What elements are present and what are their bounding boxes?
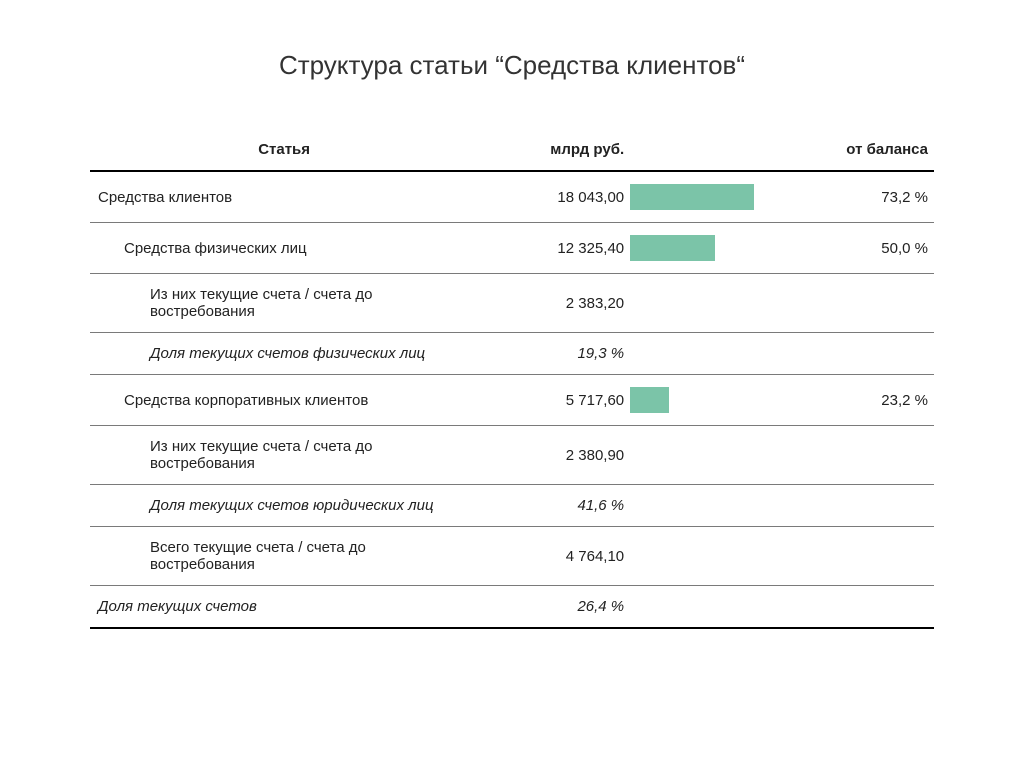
- cell-article: Из них текущие счета / счета до востребо…: [90, 274, 478, 333]
- cell-value: 18 043,00: [478, 171, 630, 223]
- cell-value: 2 383,20: [478, 274, 630, 333]
- cell-percent: 50,0 %: [799, 223, 934, 274]
- cell-article: Из них текущие счета / счета до востребо…: [90, 426, 478, 485]
- article-label: Из них текущие счета / счета до востребо…: [96, 286, 472, 320]
- cell-article: Доля текущих счетов: [90, 586, 478, 629]
- header-bar: [630, 131, 799, 171]
- cell-bar: [630, 586, 799, 629]
- cell-value: 19,3 %: [478, 333, 630, 375]
- table-row: Доля текущих счетов физических лиц 19,3 %: [90, 333, 934, 375]
- cell-bar: [630, 171, 799, 223]
- cell-article: Средства корпоративных клиентов: [90, 375, 478, 426]
- cell-article: Доля текущих счетов юридических лиц: [90, 485, 478, 527]
- table-row: Из них текущие счета / счета до востребо…: [90, 274, 934, 333]
- cell-percent: [799, 333, 934, 375]
- bar-outer: [630, 387, 799, 413]
- page-title: Структура статьи “Средства клиентов“: [30, 50, 994, 81]
- bar-fill: [630, 235, 714, 261]
- cell-value: 26,4 %: [478, 586, 630, 629]
- cell-value: 12 325,40: [478, 223, 630, 274]
- cell-value: 41,6 %: [478, 485, 630, 527]
- table-row: Доля текущих счетов юридических лиц 41,6 …: [90, 485, 934, 527]
- header-balance: от баланса: [799, 131, 934, 171]
- article-label: Доля текущих счетов: [96, 598, 257, 615]
- article-label: Средства корпоративных клиентов: [96, 392, 368, 409]
- cell-bar: [630, 426, 799, 485]
- cell-article: Средства клиентов: [90, 171, 478, 223]
- header-article: Статья: [90, 131, 478, 171]
- cell-value: 2 380,90: [478, 426, 630, 485]
- cell-percent: [799, 274, 934, 333]
- cell-percent: 23,2 %: [799, 375, 934, 426]
- table-container: Статья млрд руб. от баланса Средства кли…: [90, 131, 934, 629]
- bar-outer: [630, 184, 799, 210]
- cell-percent: [799, 586, 934, 629]
- article-label: Средства клиентов: [96, 189, 232, 206]
- cell-percent: [799, 527, 934, 586]
- cell-bar: [630, 274, 799, 333]
- cell-article: Средства физических лиц: [90, 223, 478, 274]
- cell-percent: [799, 485, 934, 527]
- article-label: Всего текущие счета / счета до востребов…: [96, 539, 472, 573]
- data-table: Статья млрд руб. от баланса Средства кли…: [90, 131, 934, 629]
- table-row: Из них текущие счета / счета до востребо…: [90, 426, 934, 485]
- article-label: Доля текущих счетов физических лиц: [96, 345, 425, 362]
- cell-value: 4 764,10: [478, 527, 630, 586]
- header-value: млрд руб.: [478, 131, 630, 171]
- article-label: Доля текущих счетов юридических лиц: [96, 497, 434, 514]
- cell-bar: [630, 375, 799, 426]
- cell-percent: 73,2 %: [799, 171, 934, 223]
- cell-bar: [630, 223, 799, 274]
- table-row: Средства корпоративных клиентов 5 717,60 2…: [90, 375, 934, 426]
- article-label: Средства физических лиц: [96, 240, 307, 257]
- bar-fill: [630, 387, 669, 413]
- article-label: Из них текущие счета / счета до востребо…: [96, 438, 472, 472]
- table-row: Средства физических лиц 12 325,40 50,0 %: [90, 223, 934, 274]
- bar-fill: [630, 184, 754, 210]
- cell-percent: [799, 426, 934, 485]
- table-row: Доля текущих счетов 26,4 %: [90, 586, 934, 629]
- cell-article: Всего текущие счета / счета до востребов…: [90, 527, 478, 586]
- table-row: Всего текущие счета / счета до востребов…: [90, 527, 934, 586]
- cell-article: Доля текущих счетов физических лиц: [90, 333, 478, 375]
- cell-value: 5 717,60: [478, 375, 630, 426]
- table-header-row: Статья млрд руб. от баланса: [90, 131, 934, 171]
- table-row: Средства клиентов 18 043,00 73,2 %: [90, 171, 934, 223]
- bar-outer: [630, 235, 799, 261]
- cell-bar: [630, 485, 799, 527]
- cell-bar: [630, 333, 799, 375]
- cell-bar: [630, 527, 799, 586]
